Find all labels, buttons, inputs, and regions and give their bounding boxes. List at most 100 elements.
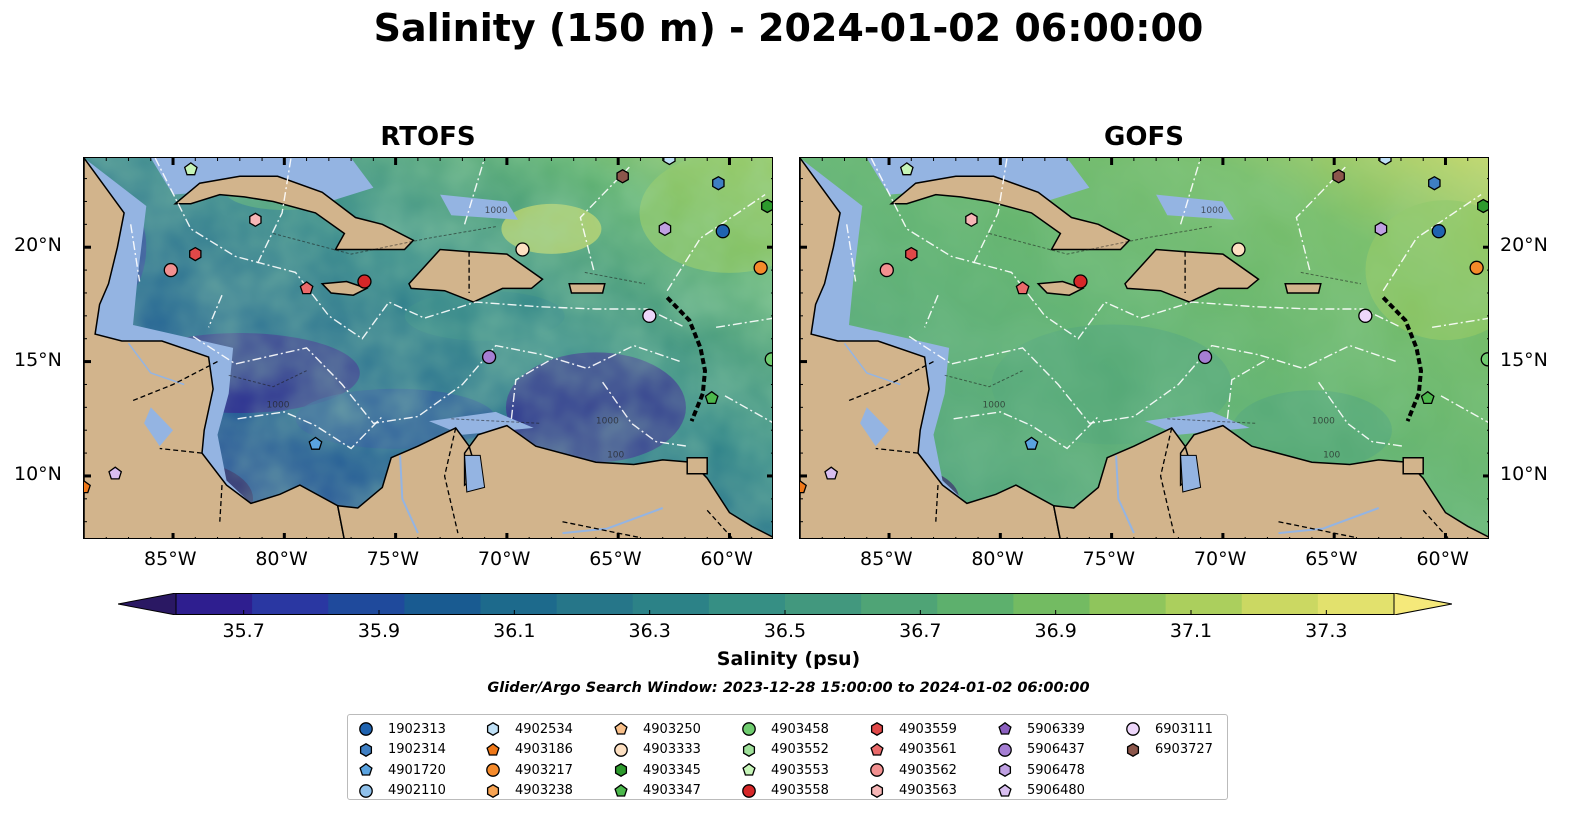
colorbar-tick-label: 36.1: [493, 620, 536, 642]
float-marker-4903553[interactable]: [183, 162, 198, 176]
colorbar-segment: [404, 593, 481, 615]
lon-tick-label: 65°W: [1305, 548, 1358, 570]
lat-tick-label-left: 15°N: [14, 348, 62, 371]
float-marker-4903345[interactable]: [1477, 198, 1489, 214]
float-marker-4903562[interactable]: [879, 262, 894, 278]
legend-item-4903559: 4903559: [869, 719, 957, 740]
legend-label: 4903553: [771, 762, 829, 778]
pentagon-icon: [614, 783, 628, 797]
colorbar-segment: [556, 593, 634, 615]
legend-item-1902314: 1902314: [358, 740, 446, 761]
legend-label: 4902534: [515, 721, 573, 737]
colorbar-tick-label: 37.1: [1169, 620, 1213, 642]
colorbar-segment: [1241, 593, 1319, 615]
float-marker-4903347[interactable]: [704, 390, 719, 405]
float-marker-4903333[interactable]: [515, 242, 530, 257]
lat-tick-label-right: 15°N: [1500, 348, 1548, 371]
float-marker-1902314[interactable]: [712, 175, 725, 191]
float-marker-4903563[interactable]: [249, 212, 262, 228]
colorbar: [118, 593, 1452, 615]
float-marker-6903727[interactable]: [616, 169, 629, 184]
legend-label: 5906480: [1027, 783, 1085, 799]
float-marker-4903563[interactable]: [965, 212, 978, 228]
legend-item-5906478: 5906478: [997, 760, 1085, 781]
map-rtofs[interactable]: 1000 1000 1000 100: [83, 157, 773, 539]
pentagon-icon: [998, 783, 1012, 797]
contour-label: 1000: [1312, 416, 1335, 426]
float-marker-1902313[interactable]: [715, 224, 730, 239]
legend-item-5906339: 5906339: [997, 719, 1085, 740]
float-marker-6903727[interactable]: [1332, 169, 1345, 184]
colorbar-segment: [1013, 593, 1090, 615]
legend-label: 1902314: [388, 742, 446, 758]
float-marker-5906437[interactable]: [481, 349, 497, 365]
float-marker-1902314[interactable]: [1428, 175, 1441, 191]
hexagon-icon: [486, 783, 500, 798]
float-marker-4903558[interactable]: [1073, 274, 1088, 289]
legend-item-1902313: 1902313: [358, 719, 446, 740]
contour-label: 100: [607, 451, 624, 461]
colorbar-tick-label: 36.3: [628, 620, 671, 642]
float-marker-5906480[interactable]: [824, 466, 839, 480]
lon-tick-label: 85°W: [860, 548, 913, 570]
float-marker-4903558[interactable]: [357, 274, 372, 289]
float-marker-5906437[interactable]: [1197, 349, 1213, 365]
float-marker-4903186[interactable]: [800, 480, 807, 494]
float-marker-4903559[interactable]: [905, 246, 918, 262]
lon-tick-label: 60°W: [700, 548, 753, 570]
float-marker-4903333[interactable]: [1231, 242, 1246, 257]
float-marker-4903217[interactable]: [1469, 260, 1484, 275]
float-marker-1902313[interactable]: [1431, 224, 1446, 239]
circle-icon: [870, 763, 884, 778]
float-marker-4903186[interactable]: [84, 480, 91, 494]
legend-label: 6903111: [1155, 721, 1213, 737]
hexagon-icon: [614, 763, 628, 778]
float-marker-5906480[interactable]: [108, 466, 123, 480]
land-cuba: [889, 175, 1131, 251]
legend-label: 6903727: [1155, 742, 1213, 758]
lon-tick-label: 75°W: [1082, 548, 1136, 570]
contour-label: 1000: [596, 416, 619, 426]
float-marker-5906478[interactable]: [658, 221, 672, 237]
colorbar-segment: [252, 593, 329, 615]
float-marker-4903347[interactable]: [1420, 390, 1435, 405]
legend-item-4903238: 4903238: [485, 781, 573, 802]
float-marker-4901720[interactable]: [1024, 436, 1039, 450]
float-marker-4903217[interactable]: [753, 260, 768, 275]
lon-tick-label: 70°W: [477, 548, 531, 570]
float-marker-4903458[interactable]: [764, 352, 773, 367]
map-gofs[interactable]: 1000 1000 1000 100: [799, 157, 1489, 539]
float-marker-4903458[interactable]: [1480, 352, 1489, 367]
panel-title-gofs: GOFS: [1104, 122, 1184, 152]
float-marker-6903111[interactable]: [1358, 308, 1373, 323]
legend-item-4903558: 4903558: [741, 781, 829, 802]
colorbar-tick-label: 37.3: [1305, 620, 1348, 642]
legend-label: 4903552: [771, 742, 829, 758]
panel-title-rtofs: RTOFS: [380, 122, 476, 152]
float-marker-4903345[interactable]: [761, 198, 773, 214]
legend-label: 4903559: [899, 721, 957, 737]
float-marker-4903562[interactable]: [163, 262, 178, 278]
legend-label: 4903186: [515, 742, 573, 758]
colorbar-segment: [937, 593, 1014, 615]
legend-label: 4903562: [899, 762, 957, 778]
float-marker-4903561[interactable]: [299, 281, 314, 295]
float-marker-6903111[interactable]: [642, 308, 657, 323]
legend-item-4903333: 4903333: [613, 740, 701, 761]
land-hispaniola: [408, 248, 544, 303]
circle-icon: [998, 742, 1012, 757]
colorbar-tick-label: 35.9: [357, 620, 401, 642]
legend-label: 4903563: [899, 783, 957, 799]
float-marker-5906478[interactable]: [1374, 221, 1388, 237]
float-marker-4902534[interactable]: [1379, 158, 1392, 166]
float-marker-4903559[interactable]: [189, 246, 202, 262]
float-marker-4903553[interactable]: [899, 162, 914, 176]
contour-label: 1000: [267, 400, 290, 410]
legend-label: 4902110: [388, 783, 446, 799]
circle-icon: [742, 722, 756, 737]
float-marker-4903561[interactable]: [1015, 281, 1030, 295]
float-marker-4902534[interactable]: [663, 158, 676, 166]
legend-item-4903562: 4903562: [869, 760, 957, 781]
float-marker-4901720[interactable]: [308, 436, 323, 450]
colorbar-segment: [785, 593, 862, 615]
